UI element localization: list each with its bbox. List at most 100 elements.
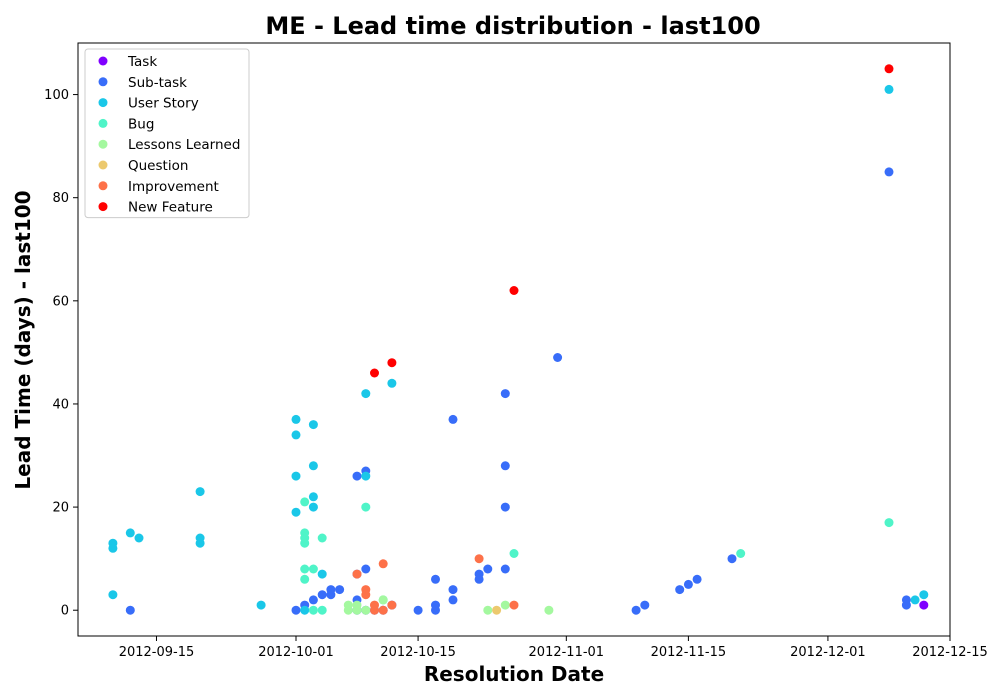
data-point [335, 585, 345, 595]
data-point [361, 564, 371, 574]
data-point [361, 605, 371, 615]
data-point [901, 595, 911, 605]
data-point [308, 502, 318, 512]
data-point [361, 389, 371, 399]
data-point [736, 549, 746, 558]
data-point [431, 605, 440, 615]
x-tick-label: 2012-12-15 [912, 645, 988, 660]
data-point [413, 605, 423, 615]
data-point [683, 579, 693, 589]
x-tick-label: 2012-10-15 [380, 645, 456, 660]
legend-label: Sub-task [128, 75, 187, 91]
data-point [919, 600, 929, 610]
data-point [692, 574, 702, 584]
x-tick-label: 2012-11-15 [651, 645, 727, 660]
data-point [640, 600, 650, 610]
data-point [509, 286, 519, 295]
data-point [134, 533, 144, 543]
legend-marker [98, 160, 108, 170]
data-point [361, 590, 371, 600]
data-point [910, 595, 920, 605]
data-point [370, 605, 379, 615]
data-point [361, 502, 371, 512]
x-tick-label: 2012-11-01 [529, 645, 605, 660]
data-point [300, 574, 310, 584]
series-improvement [352, 554, 519, 615]
series-lessons-learned [343, 595, 554, 615]
series-bug [300, 497, 894, 615]
y-tick-label: 80 [52, 191, 69, 206]
legend-marker [98, 118, 108, 128]
data-point [308, 461, 318, 471]
plot-frame [77, 42, 951, 637]
data-point [492, 605, 502, 615]
data-point [500, 461, 510, 471]
y-tick-label: 100 [44, 88, 69, 103]
data-point [919, 590, 929, 600]
legend-box [84, 48, 250, 219]
data-point [308, 595, 318, 605]
data-point [317, 533, 327, 543]
legend-label: Question [128, 158, 188, 174]
data-point [343, 605, 353, 615]
legend-marker [98, 56, 108, 66]
data-point [474, 574, 484, 584]
data-point [108, 543, 118, 553]
data-point [352, 471, 362, 481]
data-point [291, 430, 301, 440]
data-point [500, 502, 510, 512]
data-point [553, 353, 563, 362]
data-point [544, 605, 554, 615]
data-point [884, 518, 894, 528]
legend-marker [98, 181, 108, 191]
data-point [431, 574, 440, 584]
x-tick-label: 2012-09-15 [119, 645, 195, 660]
data-point [108, 590, 118, 600]
legend-label: Task [127, 54, 157, 70]
series-question [492, 605, 502, 615]
legend-label: User Story [128, 96, 199, 112]
data-point [352, 605, 362, 615]
data-point [300, 538, 310, 548]
data-point [500, 389, 510, 399]
data-point [195, 487, 205, 497]
data-point [483, 605, 493, 615]
x-tick-label: 2012-12-01 [790, 645, 866, 660]
data-point [317, 605, 327, 615]
legend: Task Sub-task User Story Bug Lessons Learned… [84, 48, 250, 219]
y-tick-label: 0 [61, 604, 69, 619]
legend-marker [98, 139, 108, 149]
data-point [448, 414, 458, 424]
series-user-story [108, 84, 929, 615]
data-point [500, 564, 510, 574]
data-point [308, 492, 318, 502]
data-point [500, 600, 510, 610]
data-point [727, 554, 737, 564]
data-point [378, 595, 388, 605]
data-point [326, 585, 336, 595]
data-point [317, 569, 327, 579]
data-point [884, 167, 894, 177]
data-point [256, 600, 266, 610]
data-point [509, 600, 519, 610]
x-tick-label: 2012-10-01 [258, 645, 334, 660]
data-point [308, 564, 318, 574]
legend-label: New Feature [128, 200, 213, 216]
data-point [308, 605, 318, 615]
legend-label: Improvement [128, 179, 219, 195]
data-point [378, 559, 388, 569]
data-point [884, 84, 894, 94]
data-point [387, 600, 397, 610]
data-point [361, 471, 371, 481]
chart-title: ME - Lead time distribution - last100 [265, 12, 760, 40]
y-tick-label: 60 [52, 294, 69, 309]
data-point [300, 605, 310, 615]
data-point [631, 605, 641, 615]
data-point [448, 595, 458, 605]
legend-label: Lessons Learned [128, 137, 240, 153]
data-point [291, 605, 301, 615]
data-point [308, 420, 318, 430]
legend-marker [98, 202, 108, 212]
ticks-layer: 2012-09-15 2012-10-01 2012-10-15 2012-11-01… [44, 88, 988, 660]
